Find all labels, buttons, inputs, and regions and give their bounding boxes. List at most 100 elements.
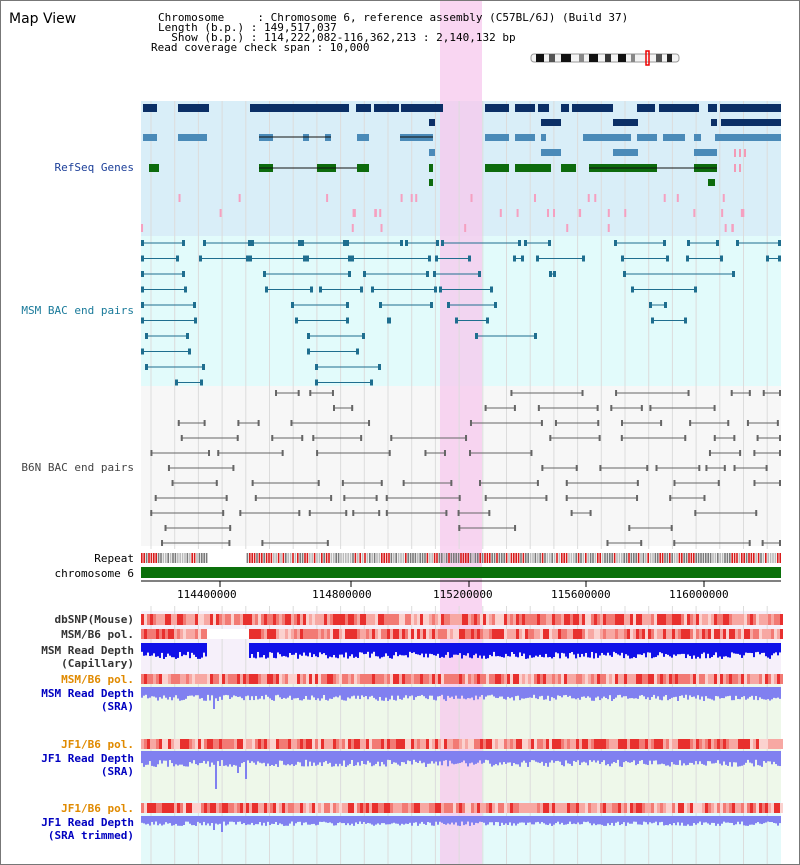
pol-cell — [522, 629, 525, 639]
depth-bar — [163, 643, 165, 659]
depth-bar — [235, 687, 237, 697]
track-label-msm-depth-capillary[interactable]: MSM Read Depth — [41, 644, 134, 657]
pol-cell — [525, 739, 528, 749]
track-label-msm-bac[interactable]: MSM BAC end pairs — [21, 304, 134, 317]
repeat-element — [155, 553, 157, 563]
pol-cell — [192, 614, 195, 625]
pol-cell — [771, 803, 774, 813]
depth-bar — [467, 643, 469, 654]
refseq-minor-mark — [380, 224, 383, 232]
pol-cell — [762, 614, 765, 625]
depth-bar — [401, 643, 403, 656]
pol-cell — [780, 803, 783, 813]
depth-bar — [631, 687, 633, 699]
pol-cell — [444, 803, 447, 813]
pol-cell — [711, 803, 714, 813]
pol-cell — [324, 629, 327, 639]
pol-cell — [192, 803, 195, 813]
depth-bar — [651, 751, 653, 765]
depth-bar — [285, 643, 287, 657]
depth-bar — [775, 816, 777, 824]
chromosome-bar — [141, 567, 781, 578]
pol-cell — [183, 629, 186, 639]
depth-bar — [741, 816, 743, 822]
depth-bar — [157, 751, 159, 765]
depth-bar — [461, 643, 463, 659]
pol-cell — [528, 629, 531, 639]
repeat-element — [549, 553, 551, 563]
gene-feature — [541, 134, 546, 141]
depth-bar — [639, 643, 641, 655]
depth-bar — [281, 643, 283, 657]
depth-bar — [753, 643, 755, 658]
pol-cell — [411, 739, 414, 749]
gene-feature — [711, 119, 717, 126]
track-label-msm-b6-pol-2[interactable]: MSM/B6 pol. — [61, 673, 134, 686]
pol-cell — [264, 739, 267, 749]
depth-bar — [549, 643, 551, 657]
depth-bar — [199, 751, 201, 764]
track-label-chromosome[interactable]: chromosome 6 — [54, 567, 134, 580]
repeat-element — [729, 553, 731, 563]
repeat-element — [309, 553, 311, 563]
pol-cell — [375, 674, 378, 684]
track-label-repeat[interactable]: Repeat — [94, 552, 134, 565]
track-label-dbsnp[interactable]: dbSNP(Mouse) — [54, 613, 134, 626]
pol-cell — [291, 629, 294, 639]
depth-bar — [661, 643, 663, 654]
repeat-element — [369, 553, 371, 563]
pol-cell — [672, 803, 675, 813]
pol-cell — [384, 614, 387, 625]
depth-bar — [375, 687, 377, 700]
pol-cell — [477, 674, 480, 684]
pol-cell — [651, 674, 654, 684]
pol-cell — [654, 803, 657, 813]
pol-cell — [225, 614, 228, 625]
depth-bar — [527, 751, 529, 767]
pol-cell — [240, 739, 243, 749]
depth-bar — [269, 751, 271, 767]
pol-cell — [675, 739, 678, 749]
depth-bar — [765, 687, 767, 700]
track-label-msm-b6-pol-1[interactable]: MSM/B6 pol. — [61, 628, 134, 641]
msm-bac-end — [766, 255, 769, 262]
track-label-b6n-bac[interactable]: B6N BAC end pairs — [21, 461, 134, 474]
track-label-msm-depth-sra[interactable]: MSM Read Depth — [41, 687, 134, 700]
axis-tick-label: 115600000 — [551, 588, 611, 601]
repeat-element — [357, 553, 359, 563]
depth-bar — [441, 687, 443, 695]
msm-bac-end — [490, 286, 493, 293]
track-label-jf1-depth-trimmed[interactable]: JF1 Read Depth — [41, 816, 134, 829]
depth-bar — [617, 643, 619, 655]
depth-bar — [283, 687, 285, 698]
pol-cell — [198, 614, 201, 625]
repeat-element — [203, 553, 205, 563]
track-label-jf1-depth-sra[interactable]: JF1 Read Depth — [41, 752, 134, 765]
depth-bar — [179, 687, 181, 701]
repeat-element — [189, 553, 191, 563]
pol-cell — [183, 803, 186, 813]
pol-cell — [222, 739, 225, 749]
pol-cell — [723, 674, 726, 684]
track-label-jf1-b6-pol-2[interactable]: JF1/B6 pol. — [61, 802, 134, 815]
pol-cell — [321, 614, 324, 625]
depth-bar — [777, 816, 779, 826]
depth-bar — [589, 643, 591, 658]
gene-feature — [429, 119, 435, 126]
depth-bar — [581, 687, 583, 697]
msm-bac-end — [343, 240, 346, 246]
pol-cell — [153, 803, 156, 813]
track-label-jf1-b6-pol-1[interactable]: JF1/B6 pol. — [61, 738, 134, 751]
pol-cell — [333, 614, 336, 625]
pol-cell — [234, 674, 237, 684]
depth-bar — [723, 687, 725, 699]
depth-bar — [703, 687, 705, 701]
repeat-element — [683, 553, 685, 563]
depth-bar — [189, 687, 191, 696]
depth-bar — [443, 751, 445, 761]
msm-bac-end — [249, 255, 252, 262]
pol-cell — [591, 629, 594, 639]
pol-cell — [471, 614, 474, 625]
track-label-refseq[interactable]: RefSeq Genes — [54, 161, 134, 174]
